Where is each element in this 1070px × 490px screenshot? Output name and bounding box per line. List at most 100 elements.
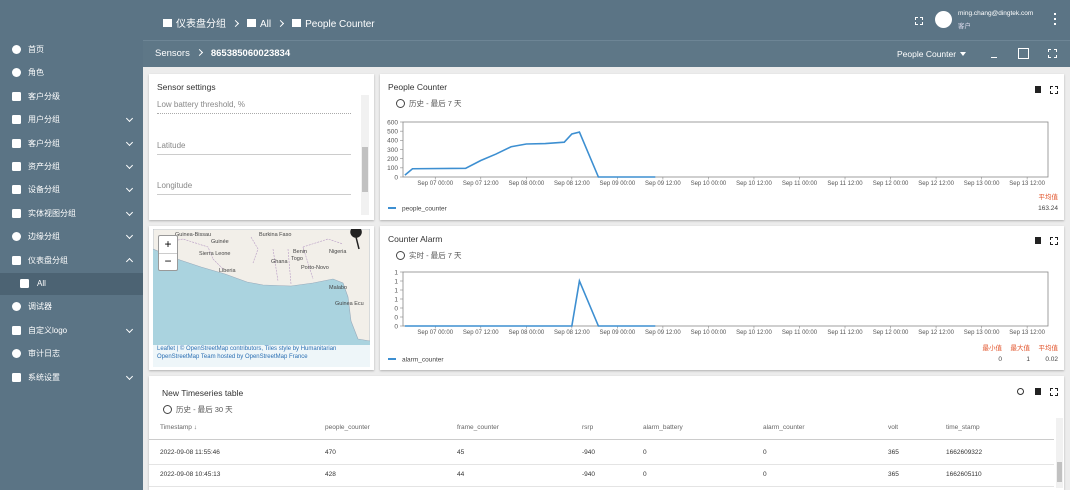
column-header: alarm_counter	[763, 424, 805, 431]
y-tick-label: 100	[387, 165, 398, 172]
zoom-out[interactable]: −	[164, 254, 172, 268]
nav-item[interactable]: 用户分组	[0, 109, 143, 131]
export-button[interactable]	[991, 49, 997, 58]
text-field[interactable]: Latitude	[157, 141, 351, 155]
search-button[interactable]	[1017, 388, 1024, 395]
export-button[interactable]	[1035, 86, 1041, 93]
clock-icon	[396, 99, 405, 108]
text-field[interactable]: Longitude	[157, 181, 351, 195]
y-tick-label: 0	[394, 314, 398, 321]
scroll-thumb[interactable]	[1057, 462, 1062, 482]
fullscreen-button[interactable]	[915, 17, 923, 25]
stat-label: 平均值	[1039, 192, 1059, 201]
nav-label: 实体视图分组	[28, 208, 76, 218]
x-tick-label: Sep 08 00:00	[508, 330, 544, 336]
expand-icon	[125, 185, 134, 193]
breadcrumb-item[interactable]: 仪表盘分组	[176, 19, 226, 30]
dashboard-select[interactable]: People Counter	[897, 49, 967, 59]
x-tick-label: Sep 08 12:00	[554, 181, 590, 187]
x-tick-label: Sep 07 00:00	[417, 181, 453, 187]
nav-label: 用户分组	[28, 115, 60, 125]
widget-subtitle: 历史 - 最后 7 天	[396, 98, 462, 109]
export-button[interactable]	[1035, 388, 1041, 395]
nav-label: All	[37, 279, 46, 288]
map-label: Porto-Novo	[301, 265, 329, 271]
nav-item[interactable]: 仪表盘分组	[0, 250, 143, 272]
user-avatar[interactable]	[935, 11, 952, 28]
nav-icon	[12, 302, 21, 312]
expand-icon	[125, 138, 134, 146]
x-tick-label: Sep 13 12:00	[1009, 330, 1045, 336]
map-label: Benin	[293, 249, 307, 255]
data-line	[404, 278, 656, 327]
x-tick-label: Sep 11 12:00	[827, 330, 863, 336]
nav-item[interactable]: 实体视图分组	[0, 203, 143, 225]
column-header[interactable]: Timestamp ↓	[160, 424, 197, 431]
table-cell: 428	[325, 470, 336, 478]
y-tick-label: 1	[394, 287, 398, 294]
nav-item[interactable]: 客户分级	[0, 86, 143, 108]
timewindow[interactable]: 实时 - 最后 7 天	[409, 251, 462, 260]
column-header: rsrp	[582, 424, 594, 431]
table-cell: 2022-09-08 10:45:13	[160, 470, 221, 478]
nav-item[interactable]: 边缘分组	[0, 226, 143, 248]
nav-label: 首页	[28, 45, 44, 54]
x-tick-label: Sep 09 00:00	[600, 330, 636, 336]
nav-item[interactable]: 审计日志	[0, 343, 143, 365]
nav-icon	[12, 185, 21, 195]
column-header: people_counter	[325, 424, 370, 431]
nav-icon	[20, 279, 29, 288]
menu-button[interactable]	[1054, 13, 1056, 26]
nav-item[interactable]: 角色	[0, 62, 143, 84]
nav-item[interactable]: 设备分组	[0, 179, 143, 201]
icon	[292, 19, 302, 27]
edit-button[interactable]	[1018, 48, 1029, 59]
y-tick-label: 0	[394, 323, 398, 330]
timewindow[interactable]: 历史 - 最后 30 天	[176, 405, 233, 414]
x-tick-label: Sep 07 12:00	[463, 181, 499, 187]
stat-label: 最大值	[1011, 343, 1031, 352]
x-tick-label: Sep 09 00:00	[600, 181, 636, 187]
fullscreen-button[interactable]	[1050, 86, 1058, 94]
nav-item[interactable]: 自定义logo	[0, 320, 143, 342]
breadcrumb-item[interactable]: Sensors	[155, 48, 190, 59]
map-marker[interactable]	[350, 229, 362, 250]
column-header: volt	[888, 424, 899, 431]
nav-icon	[12, 349, 21, 359]
export-button[interactable]	[1035, 237, 1041, 244]
y-tick-label: 600	[387, 119, 398, 126]
fullscreen-button[interactable]	[1048, 49, 1057, 58]
table-cell: 2022-09-08 11:55:46	[160, 449, 220, 456]
scrollbar[interactable]	[361, 95, 369, 215]
separator	[277, 19, 285, 28]
scroll-thumb[interactable]	[362, 147, 368, 192]
dashboard-select-label: People Counter	[897, 49, 957, 59]
legend-label[interactable]: alarm_counter	[402, 356, 444, 363]
clock-icon	[163, 405, 172, 414]
user-role: 客户	[958, 23, 971, 30]
fullscreen-button[interactable]	[1050, 237, 1058, 245]
nav-item[interactable]: 客户分组	[0, 133, 143, 155]
legend-label[interactable]: people_counter	[402, 205, 448, 212]
nav-item[interactable]: 首页	[0, 39, 143, 61]
fullscreen-button[interactable]	[1050, 388, 1058, 396]
nav-item[interactable]: 资产分组	[0, 156, 143, 178]
x-tick-label: Sep 10 00:00	[691, 330, 727, 336]
expand-icon	[125, 325, 134, 333]
timewindow[interactable]: 历史 - 最后 7 天	[409, 99, 462, 108]
x-tick-label: Sep 12 00:00	[873, 330, 909, 336]
text-field[interactable]: Low battery threshold, %	[157, 100, 351, 114]
nav-item[interactable]: 系统设置	[0, 367, 143, 389]
nav-item[interactable]: All	[0, 273, 143, 295]
stat-value: 0	[998, 356, 1002, 363]
y-tick-label: 1	[394, 296, 398, 303]
scrollbar[interactable]	[1056, 418, 1063, 488]
nav-icon	[12, 325, 21, 335]
breadcrumb-item[interactable]: All	[260, 19, 272, 30]
attribution[interactable]: Leaflet | © OpenStreetMap contributors, …	[157, 346, 337, 360]
nav-item[interactable]: 调试器	[0, 296, 143, 318]
zoom-in[interactable]: +	[159, 236, 177, 254]
table-cell: -940	[582, 470, 596, 478]
